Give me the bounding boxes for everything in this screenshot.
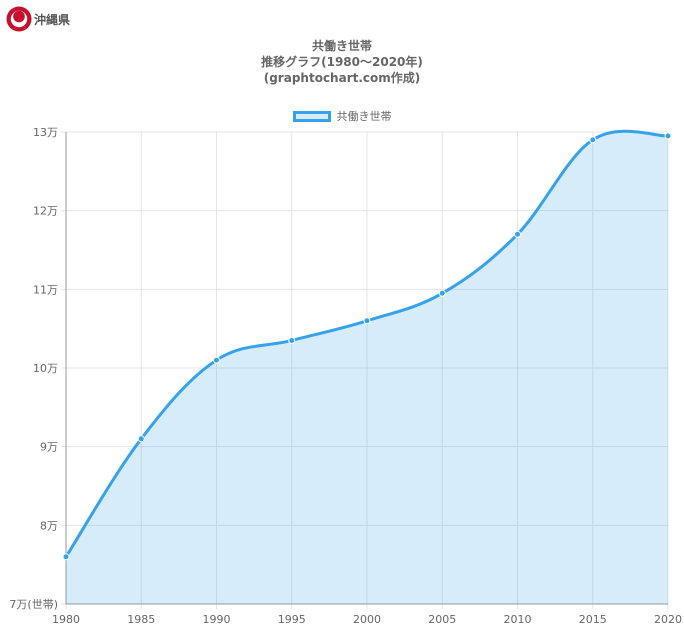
okinawa-prefecture-emblem-icon [6,6,32,32]
data-point [62,553,70,561]
legend-swatch[interactable] [292,110,331,122]
prefecture-name: 沖縄県 [34,12,71,27]
x-tick-label: 1980 [52,613,80,626]
chart-legend[interactable]: 共働き世帯 [0,108,684,124]
y-tick-label: 12万 [33,205,58,218]
data-point [438,289,446,297]
chart-title-line-3: (graphtochart.com作成) [263,71,421,85]
x-tick-label: 2010 [504,613,532,626]
y-tick-label: 7万(世帯) [9,598,58,611]
chart-title: 共働き世帯 推移グラフ(1980～2020年) (graphtochart.co… [0,38,684,86]
data-point [288,336,296,344]
x-tick-label: 1995 [278,613,306,626]
x-tick-label: 1985 [127,613,155,626]
data-point [213,356,220,364]
y-tick-label: 13万 [33,126,58,139]
chart-grid [61,131,669,609]
x-tick-label: 2015 [579,613,607,626]
y-tick-label: 9万 [40,441,58,454]
y-tick-label: 11万 [33,283,58,296]
x-tick-label: 2005 [428,613,456,626]
data-point [664,132,672,140]
y-tick-label: 10万 [33,362,58,375]
data-point [137,435,145,443]
chart-tick-labels: 13万 12万 11万 10万 9万 8万 7万(世帯) 1980 1985 1990 1995 20… [9,126,682,626]
legend-label[interactable]: 共働き世帯 [336,110,392,123]
data-point [589,136,597,144]
data-point [363,317,371,325]
header: 沖縄県 [6,5,70,33]
y-tick-label: 8万 [40,519,58,532]
x-tick-label: 2020 [654,613,682,626]
chart-title-line-1: 共働き世帯 [311,39,372,53]
data-point [514,230,521,238]
x-tick-label: 2000 [353,613,381,626]
chart-series [62,129,672,605]
x-tick-label: 1990 [203,613,231,626]
series-area-fill [66,131,668,605]
chart-title-line-2: 推移グラフ(1980～2020年) [261,55,423,69]
